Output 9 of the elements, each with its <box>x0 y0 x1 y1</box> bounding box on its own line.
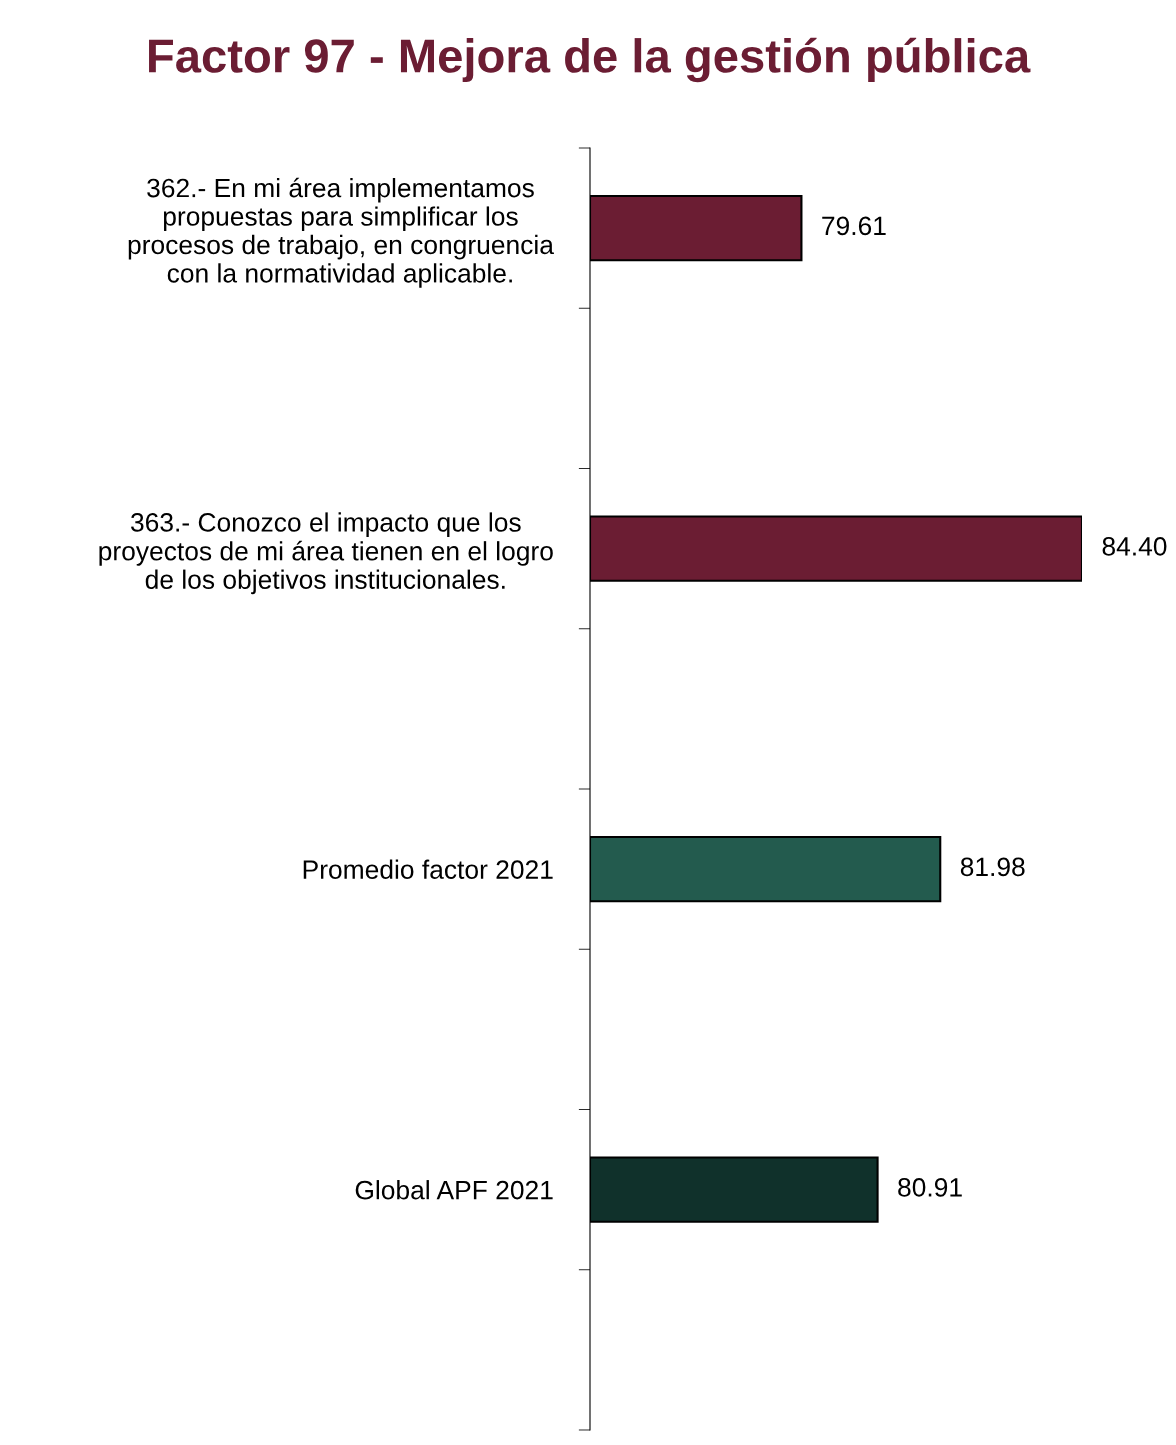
y-tick-label: 362.- En mi área implementamos propuestas para simplificar los procesos de trabajo, en congruencia con la normatividad aplicable. <box>128 177 554 288</box>
data-label: 79.61 <box>822 216 886 236</box>
chart-title: Factor 97 - Mejora de la gestión pública <box>149 37 1031 83</box>
y-tick-label: Global APF 2021 <box>355 1180 553 1200</box>
data-label: 80.91 <box>898 1178 962 1197</box>
y-tick-label: 363.- Conozco el impacto que los proyectos de mi área tienen en el logro de los objetivos institucionales. <box>99 512 553 595</box>
data-label: 81.98 <box>960 857 1025 877</box>
y-tick-label: Promedio factor 2021 <box>303 859 553 879</box>
data-label: 84.40 <box>1102 537 1167 556</box>
